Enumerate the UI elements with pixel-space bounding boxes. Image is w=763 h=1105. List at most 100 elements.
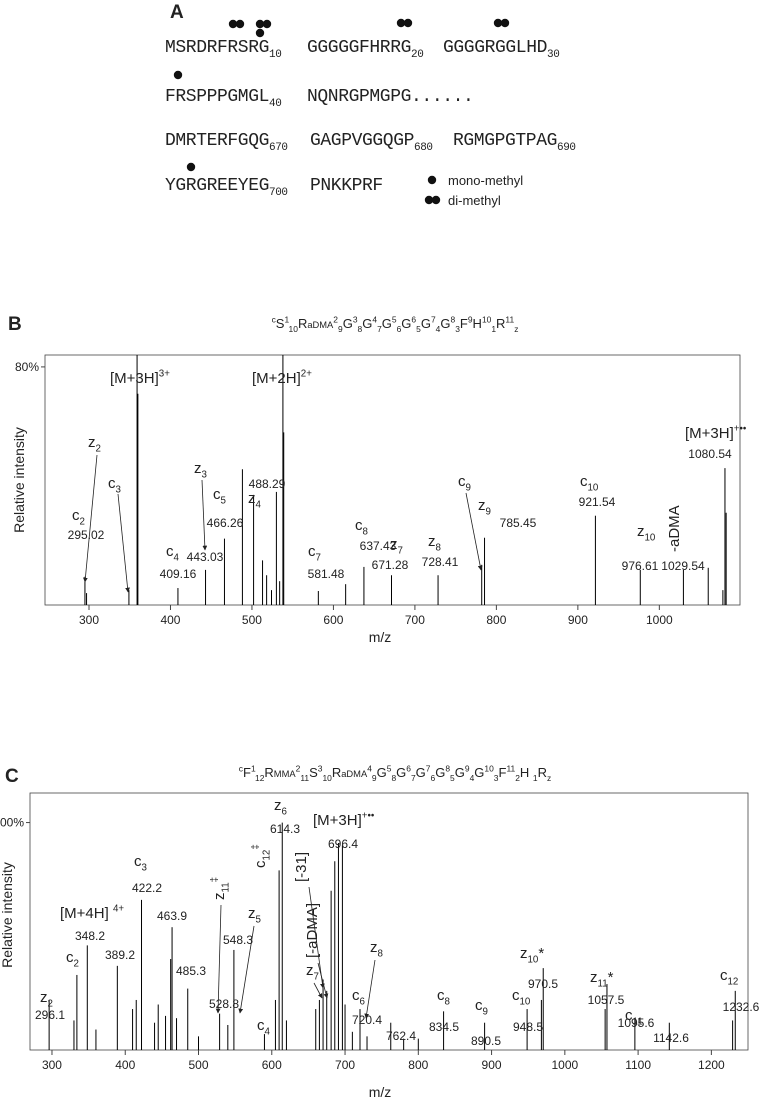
plot-frame (29, 792, 749, 1051)
text-part: z (428, 533, 436, 550)
peak-mz-label: 720.4 (352, 1013, 382, 1027)
peaks (84, 355, 727, 605)
superscript: 1 (251, 764, 256, 774)
peak-mz-label: 921.54 (579, 495, 616, 509)
x-tick-label: 800 (486, 613, 506, 627)
text-part: H (520, 765, 533, 780)
residue-number: 670 (269, 142, 288, 154)
peak-mz-label: 389.2 (105, 948, 135, 962)
subscript: 5 (416, 324, 421, 334)
ion-label: c10 (580, 473, 599, 494)
peak-mz-label: 443.03 (187, 550, 224, 564)
superscript: ‡ (251, 844, 262, 849)
sequence-group: NQNRGPMGPG...... (307, 87, 473, 107)
text-part: * (608, 969, 614, 986)
subscript: 9 (486, 507, 491, 518)
dot (255, 28, 265, 38)
subscript: 6 (397, 324, 402, 334)
peak-mz-label: 948.5 (513, 1020, 543, 1034)
ion-label: c12‡ (251, 844, 273, 868)
ion-label: c7 (308, 543, 321, 564)
superscript: 3 (353, 315, 358, 325)
residue-number: 700 (269, 187, 288, 199)
y-axis-label: Relative intensity (0, 862, 15, 968)
ion-label: c9 (458, 473, 471, 494)
text-part: c (475, 997, 483, 1014)
chart-title: cS110RaDMA29G38G47G56G65G74G83F9H101R11z (272, 315, 519, 334)
superscript: 5 (392, 315, 397, 325)
superscript: c (239, 764, 243, 774)
ion-label: z11‡ (210, 877, 232, 900)
text-part: F (243, 765, 251, 780)
subscript: 12 (255, 773, 265, 783)
text-part: R (538, 765, 547, 780)
subscript: 9 (338, 324, 343, 334)
text-part: z (274, 797, 282, 814)
residue-number: 680 (414, 142, 433, 154)
peak-mz-label: 1057.5 (588, 993, 625, 1007)
superscript: 4 (372, 315, 377, 325)
sequence-group: MSRDRFRSRG10 (165, 38, 281, 61)
x-tick-label: 300 (79, 613, 99, 627)
text-part: G (382, 316, 392, 331)
ion-label: [M+3H]3+ (110, 369, 170, 387)
superscript: 9 (468, 315, 473, 325)
sequence-group: RGMGPGTPAG690 (453, 131, 576, 154)
subscript: 2 (80, 517, 85, 528)
text-part: [-31] (293, 852, 310, 882)
small-text: aDMA (307, 320, 334, 330)
subscript: 10 (588, 483, 599, 494)
ion-label: c3 (134, 853, 147, 874)
chart-title: cF112RMMA211S310RaDMA49G58G67G76G85G94G1… (239, 764, 551, 783)
peak-mz-label: 696.4 (328, 837, 358, 851)
subscript: 8 (378, 949, 383, 960)
sequence-group: DMRTERFGQG670 (165, 131, 288, 154)
peak-mz-label: 581.48 (308, 567, 345, 581)
subscript: 11 (633, 1017, 643, 1028)
subscript: 7 (411, 773, 416, 783)
text-part: c (213, 486, 221, 503)
text-part: z (248, 490, 256, 507)
superscript: 4 (367, 764, 372, 774)
text-part: S (276, 316, 285, 331)
subscript: 2 (48, 999, 53, 1010)
ion-label: c8 (437, 987, 450, 1008)
ion-label: z2 (88, 434, 101, 455)
text-part: S (309, 765, 318, 780)
text-part: F (498, 765, 506, 780)
superscript: 7 (426, 764, 431, 774)
subscript: 12 (728, 977, 739, 988)
ion-label: [-31] (293, 852, 310, 882)
text-part: [M+3H] (685, 425, 734, 442)
text-part: c (458, 473, 466, 490)
text-part: R (264, 765, 273, 780)
text-part: z (248, 905, 256, 922)
text-part: G (362, 316, 372, 331)
peak-mz-label: 548.3 (223, 933, 253, 947)
text-part: -aDMA (666, 505, 683, 552)
subscript: 11 (300, 773, 309, 783)
text-part: c (134, 853, 142, 870)
subscript: 5 (256, 915, 262, 926)
peak-mz-label: 614.3 (270, 822, 300, 836)
ion-label: c5 (213, 486, 227, 507)
subscript: 8 (358, 324, 363, 334)
peak-mz-label: 485.3 (176, 964, 206, 978)
small-text: aDMA (341, 769, 368, 779)
peak-mz-label: 463.9 (157, 909, 187, 923)
text-part: z (390, 536, 398, 553)
x-tick-label: 400 (160, 613, 180, 627)
peak-mz-label: 466.26 (207, 516, 244, 530)
text-part: G (401, 316, 411, 331)
sequence: GAGPVGGQGP (310, 131, 414, 151)
text-part: [-aDMA] (304, 903, 321, 958)
ion-label: c8 (355, 517, 368, 538)
superscript: 2 (333, 315, 338, 325)
subscript: z (514, 324, 518, 334)
sequence-group: FRSPPPGMGL40 (165, 87, 281, 110)
peak-mz-label: 1029.54 (661, 559, 705, 573)
residue-number: 40 (269, 98, 281, 110)
ion-label: z10 (637, 523, 656, 544)
sequence: FRSPPPGMGL (165, 87, 269, 107)
annotation-arrow (465, 492, 483, 571)
